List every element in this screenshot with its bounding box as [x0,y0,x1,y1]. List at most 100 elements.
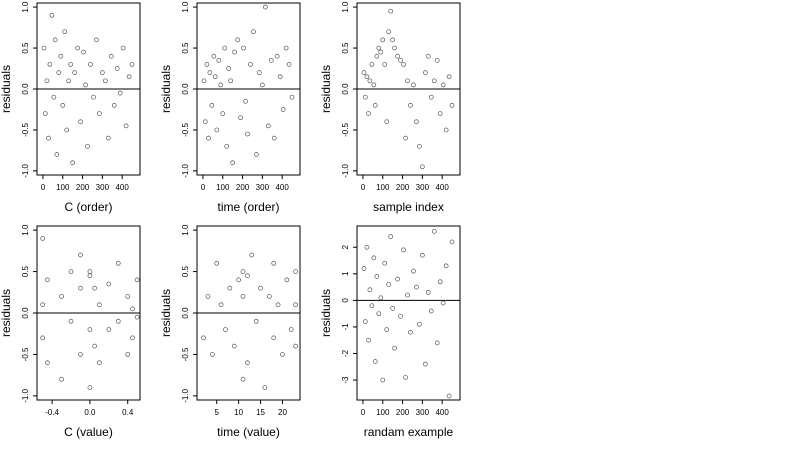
point [201,335,206,341]
point [374,53,380,59]
point [408,329,413,335]
point [408,103,413,108]
y-tick-label: -0.5 [341,123,350,137]
point [411,82,416,88]
point [414,284,419,290]
point [446,393,452,399]
y-tick-label: 1.0 [181,224,190,236]
point [87,273,93,279]
y-tick-label: -2 [341,349,350,357]
point [258,285,263,291]
x-tick-label: 300 [416,183,430,192]
point [125,352,131,357]
point [94,37,99,43]
point [240,294,246,299]
x-tick-label: 0.0 [84,408,96,417]
point [106,327,112,332]
x-tick-label: 0 [361,408,366,417]
point [434,340,440,346]
point [60,103,66,108]
x-tick-label: 400 [435,408,449,417]
point [277,74,283,80]
point [130,306,135,312]
point [111,103,117,108]
point [44,78,50,84]
point [227,285,233,291]
point [388,234,394,239]
point [228,78,234,84]
x-tick-label: 0 [41,183,46,192]
point [108,53,114,59]
y-tick-label: 1.0 [21,224,30,236]
point [40,335,46,341]
y-tick-label: 0.0 [181,83,190,95]
point [45,360,50,366]
point [361,70,367,75]
point [235,37,240,43]
point [224,143,230,149]
point [40,236,46,241]
point [405,78,410,84]
y-tick-label: 0.0 [21,307,30,319]
point [271,135,277,141]
point [384,327,390,332]
point [293,343,298,349]
point [262,385,268,390]
point [205,294,211,299]
point [223,327,228,332]
point [380,37,386,43]
point [134,314,140,320]
x-tick-label: 300 [96,183,110,192]
point [265,123,271,129]
point [371,82,377,88]
point [275,302,281,308]
point [45,277,50,283]
point [382,260,388,266]
point [440,300,446,306]
point [414,119,419,125]
y-axis-label: residuals [0,65,13,113]
x-axis-label: time (value) [217,425,280,439]
point [201,78,207,84]
point [78,119,83,125]
point [64,127,70,133]
point [207,70,213,75]
point [68,269,74,274]
point [41,45,47,51]
point [268,57,274,63]
y-tick-label: 1.0 [181,1,190,13]
point [54,152,60,157]
point [51,94,57,100]
point [97,360,102,366]
point [66,78,72,84]
point [214,260,220,266]
point [289,94,295,100]
point [284,277,290,283]
point [216,57,222,63]
x-tick-label: 200 [396,408,410,417]
point [271,260,277,266]
point [271,335,277,341]
y-axis-label: residuals [0,289,13,337]
y-tick-label: 1.0 [21,1,30,13]
point [238,115,243,121]
point [70,160,76,166]
point [257,70,262,75]
y-tick-label: 0.5 [21,42,30,54]
point [87,269,93,274]
point [361,266,367,271]
point [362,94,368,100]
y-tick-label: 0.0 [21,83,30,95]
y-tick-label: -0.5 [21,123,30,137]
x-tick-label: 300 [256,183,270,192]
point [222,45,228,51]
point [395,276,400,282]
x-axis-label: time (order) [217,200,279,214]
y-tick-label: 0.5 [181,265,190,277]
point [392,345,397,351]
y-tick-label: 0.0 [181,307,190,319]
point [425,290,431,295]
point [97,111,102,116]
point [120,45,126,51]
point [226,66,232,71]
